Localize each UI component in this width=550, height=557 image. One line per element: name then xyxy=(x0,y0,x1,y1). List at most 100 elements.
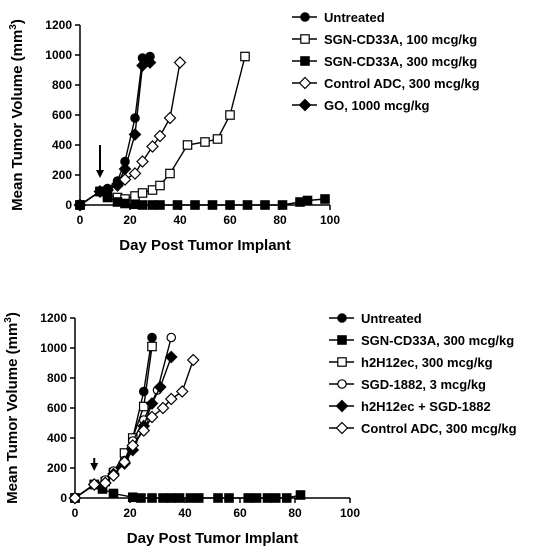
data-point xyxy=(295,490,306,500)
x-tick-label: 40 xyxy=(173,213,187,227)
x-tick-label: 20 xyxy=(123,506,137,520)
y-tick-label: 200 xyxy=(52,168,72,182)
y-axis-title-superscript: 3 xyxy=(3,317,14,323)
legend-marker xyxy=(298,76,312,90)
data-point xyxy=(147,493,157,503)
data-point xyxy=(320,194,330,204)
legend-marker xyxy=(300,34,310,44)
legend-label: h2H12ec, 300 mcg/kg xyxy=(361,355,493,370)
y-axis-title-superscript: 3 xyxy=(8,24,19,30)
data-point xyxy=(68,491,82,505)
data-point xyxy=(147,341,157,352)
data-point xyxy=(136,155,149,168)
y-axis-title: Mean Tumor Volume (mm3) xyxy=(8,19,26,211)
data-point xyxy=(277,200,288,210)
data-point xyxy=(224,493,234,503)
y-axis-title-end: ) xyxy=(9,19,26,24)
legend-label: SGN-CD33A, 300 mcg/kg xyxy=(361,333,514,348)
data-point xyxy=(127,492,138,503)
legend-marker xyxy=(337,357,347,367)
data-point xyxy=(73,198,87,212)
data-point xyxy=(213,493,223,503)
data-point xyxy=(120,198,130,209)
data-point xyxy=(87,478,101,491)
x-tick-label: 60 xyxy=(223,213,237,227)
y-tick-label: 400 xyxy=(52,138,72,152)
x-axis-title: Day Post Tumor Implant xyxy=(119,237,290,254)
y-axis-title-end: ) xyxy=(4,312,21,317)
data-point xyxy=(126,439,140,452)
data-point xyxy=(130,113,140,123)
data-point xyxy=(158,493,168,503)
y-tick-label: 400 xyxy=(47,431,67,445)
legend-marker xyxy=(298,98,312,112)
data-point xyxy=(147,332,157,343)
data-point xyxy=(101,183,114,197)
data-point xyxy=(270,493,281,503)
y-axis-title-main: Mean Tumor Volume (mm xyxy=(9,30,26,211)
data-point xyxy=(174,493,185,503)
x-tick-label: 0 xyxy=(72,506,79,520)
data-point xyxy=(185,493,196,503)
data-point xyxy=(281,493,292,503)
data-point xyxy=(190,200,200,210)
data-point xyxy=(225,200,235,210)
legend-label: Control ADC, 300 mcg/kg xyxy=(324,76,480,91)
y-tick-label: 600 xyxy=(47,401,67,415)
series-line xyxy=(74,356,172,499)
legend-marker xyxy=(337,313,347,323)
data-point xyxy=(143,56,157,69)
data-point xyxy=(98,476,112,490)
legend-label: SGN-CD33A, 300 mcg/kg xyxy=(324,54,477,69)
data-point xyxy=(175,385,189,398)
legend-label: Untreated xyxy=(324,10,385,25)
legend-label: SGN-CD33A, 100 mcg/kg xyxy=(324,32,477,47)
x-tick-label: 40 xyxy=(178,506,192,520)
data-point xyxy=(165,168,175,179)
legend-label: h2H12ec + SGD-1882 xyxy=(361,399,491,414)
data-point xyxy=(164,392,178,406)
data-point xyxy=(212,134,223,144)
x-tick-label: 100 xyxy=(320,213,340,227)
legend-label: Untreated xyxy=(361,311,422,326)
data-point xyxy=(260,200,270,210)
y-tick-label: 800 xyxy=(52,78,72,92)
data-point xyxy=(128,128,142,141)
data-point xyxy=(137,424,151,437)
data-point xyxy=(145,410,159,424)
x-axis-title: Day Post Tumor Implant xyxy=(127,530,298,547)
data-point xyxy=(164,350,178,364)
y-tick-label: 600 xyxy=(52,108,72,122)
data-point xyxy=(153,129,167,143)
data-point xyxy=(111,177,124,191)
series-6 xyxy=(68,353,200,505)
chart-2: 0 200 400 600 800 1000 1200 0 20 40 60 80 100 Day Pos… xyxy=(3,311,517,547)
data-point xyxy=(172,200,183,210)
data-point xyxy=(225,110,235,120)
data-point xyxy=(155,200,165,210)
data-point xyxy=(243,493,254,503)
data-point xyxy=(173,56,187,69)
y-tick-label: 200 xyxy=(47,461,67,475)
chart-1: 0 200 400 600 800 1000 1200 0 20 40 60 80 100 Day Pos… xyxy=(8,10,480,254)
y-tick-label: 800 xyxy=(47,371,67,385)
data-point xyxy=(163,111,177,125)
y-tick-label: 1000 xyxy=(45,48,72,62)
y-tick-label: 1200 xyxy=(40,311,67,325)
x-tick-label: 80 xyxy=(288,506,302,520)
data-point xyxy=(207,200,218,210)
data-point xyxy=(155,180,165,191)
legend-label: SGD-1882, 3 mcg/kg xyxy=(361,377,486,392)
legend-label: Control ADC, 300 mcg/kg xyxy=(361,421,517,436)
data-point xyxy=(108,488,119,499)
data-point xyxy=(193,493,204,503)
data-point xyxy=(240,51,250,62)
x-tick-label: 60 xyxy=(233,506,247,520)
series-5 xyxy=(68,350,178,505)
data-point xyxy=(166,493,177,503)
series-4 xyxy=(70,332,177,503)
y-tick-label: 0 xyxy=(65,198,72,212)
legend: Untreated SGN-CD33A, 300 mcg/kg h2H12ec, 3… xyxy=(329,311,517,436)
legend-marker xyxy=(337,379,347,389)
